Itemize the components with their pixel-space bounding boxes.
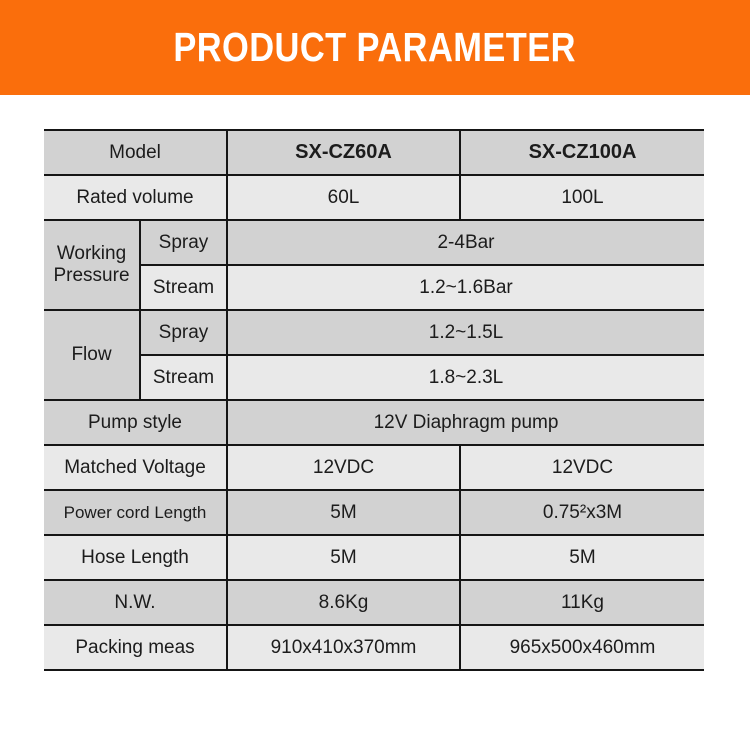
cell-packing-meas-label: Packing meas xyxy=(44,624,228,671)
cell-packing-meas-value-1: 910x410x370mm xyxy=(226,624,461,671)
page-title: PRODUCT PARAMETER xyxy=(173,24,577,70)
row-pump-style: Pump style 12V Diaphragm pump xyxy=(44,399,704,446)
cell-pump-style-label: Pump style xyxy=(44,399,228,446)
row-hose-length: Hose Length 5M 5M xyxy=(44,534,704,581)
row-model: Model SX-CZ60A SX-CZ100A xyxy=(44,129,704,176)
cell-hose-length-value-2: 5M xyxy=(459,534,704,581)
cell-power-cord-length-label: Power cord Length xyxy=(44,489,228,536)
cell-model-value-1: SX-CZ60A xyxy=(226,129,461,176)
row-power-cord-length: Power cord Length 5M 0.75²x3M xyxy=(44,489,704,536)
cell-power-cord-length-value-2: 0.75²x3M xyxy=(459,489,704,536)
cell-flow-stream-value: 1.8~2.3L xyxy=(226,354,704,401)
cell-rated-volume-label: Rated volume xyxy=(44,174,228,221)
cell-working-pressure-label: Working Pressure xyxy=(44,219,141,311)
cell-rated-volume-value-2: 100L xyxy=(459,174,704,221)
cell-matched-voltage-value-1: 12VDC xyxy=(226,444,461,491)
header-banner: PRODUCT PARAMETER xyxy=(0,0,750,95)
cell-packing-meas-value-2: 965x500x460mm xyxy=(459,624,704,671)
cell-matched-voltage-label: Matched Voltage xyxy=(44,444,228,491)
row-rated-volume: Rated volume 60L 100L xyxy=(44,174,704,221)
row-matched-voltage: Matched Voltage 12VDC 12VDC xyxy=(44,444,704,491)
cell-nw-value-1: 8.6Kg xyxy=(226,579,461,626)
cell-flow-label: Flow xyxy=(44,309,141,401)
cell-flow-spray-value: 1.2~1.5L xyxy=(226,309,704,356)
cell-matched-voltage-value-2: 12VDC xyxy=(459,444,704,491)
cell-nw-value-2: 11Kg xyxy=(459,579,704,626)
cell-hose-length-label: Hose Length xyxy=(44,534,228,581)
cell-working-pressure-spray-value: 2-4Bar xyxy=(226,219,704,266)
product-parameter-table: Model SX-CZ60A SX-CZ100A Rated volume 60… xyxy=(44,129,704,671)
cell-flow-stream-label: Stream xyxy=(140,354,228,401)
cell-flow-spray-label: Spray xyxy=(139,309,228,356)
cell-hose-length-value-1: 5M xyxy=(226,534,461,581)
product-parameter-table-wrap: Model SX-CZ60A SX-CZ100A Rated volume 60… xyxy=(44,129,704,671)
row-flow-stream: Stream 1.8~2.3L xyxy=(44,354,704,401)
row-nw: N.W. 8.6Kg 11Kg xyxy=(44,579,704,626)
cell-rated-volume-value-1: 60L xyxy=(226,174,461,221)
cell-nw-label: N.W. xyxy=(44,579,228,626)
cell-working-pressure-stream-label: Stream xyxy=(140,264,228,311)
row-flow-spray: Flow Spray 1.2~1.5L xyxy=(44,309,704,401)
cell-model-label: Model xyxy=(44,129,228,176)
cell-pump-style-value: 12V Diaphragm pump xyxy=(226,399,704,446)
row-working-pressure-stream: Stream 1.2~1.6Bar xyxy=(44,264,704,311)
cell-model-value-2: SX-CZ100A xyxy=(459,129,704,176)
row-working-pressure-spray: Working Pressure Spray 2-4Bar xyxy=(44,219,704,311)
cell-power-cord-length-value-1: 5M xyxy=(226,489,461,536)
cell-working-pressure-spray-label: Spray xyxy=(139,219,228,266)
row-packing-meas: Packing meas 910x410x370mm 965x500x460mm xyxy=(44,624,704,671)
cell-working-pressure-stream-value: 1.2~1.6Bar xyxy=(226,264,704,311)
